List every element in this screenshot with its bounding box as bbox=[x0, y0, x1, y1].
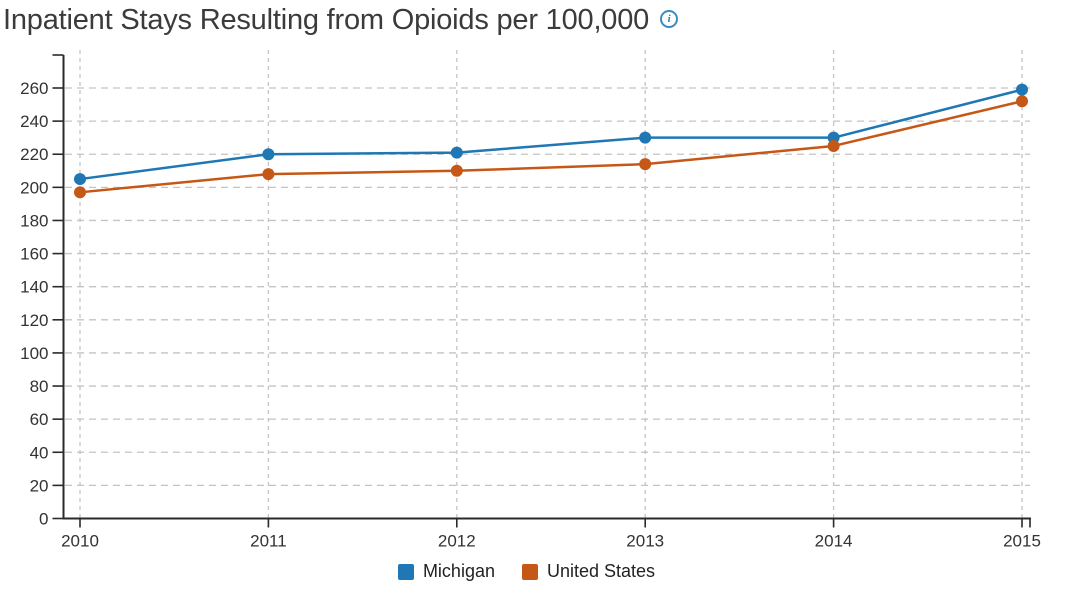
united-states-series-swatch bbox=[521, 563, 538, 580]
y-tick-label: 180 bbox=[20, 211, 48, 230]
y-tick-label: 220 bbox=[20, 145, 48, 164]
y-tick-label: 200 bbox=[20, 178, 48, 197]
y-tick-label: 80 bbox=[30, 377, 49, 396]
y-tick-label: 40 bbox=[30, 443, 49, 462]
chart-legend: Michigan United States bbox=[0, 561, 1065, 582]
data-point-united-states-2010[interactable] bbox=[74, 186, 86, 199]
y-tick-label: 120 bbox=[20, 311, 48, 330]
data-point-michigan-2014[interactable] bbox=[827, 131, 840, 144]
michigan-series-swatch bbox=[397, 563, 414, 580]
data-point-michigan-2013[interactable] bbox=[639, 131, 652, 144]
series-line-united-states bbox=[79, 100, 1023, 194]
data-point-united-states-2015[interactable] bbox=[1016, 95, 1028, 108]
y-tick-label: 20 bbox=[30, 476, 49, 495]
line-chart-canvas: 0 20 40 60 80 100 120 140 160 180 200 220 240 260 2010… bbox=[20, 50, 1041, 551]
x-tick-label: 2014 bbox=[815, 532, 853, 551]
y-tick-label: 140 bbox=[20, 278, 48, 297]
chart-header: Inpatient Stays Resulting from Opioids p… bbox=[3, 2, 679, 38]
y-tick-label: 240 bbox=[20, 112, 48, 131]
data-point-michigan-2011[interactable] bbox=[262, 148, 275, 161]
y-tick-label: 60 bbox=[30, 410, 49, 429]
legend-item-united-states[interactable]: United States bbox=[521, 561, 656, 582]
data-point-united-states-2011[interactable] bbox=[262, 168, 275, 181]
data-point-michigan-2015[interactable] bbox=[1016, 83, 1028, 96]
info-icon[interactable]: i bbox=[660, 10, 679, 28]
y-tick-label: 100 bbox=[20, 344, 48, 363]
x-tick-label: 2013 bbox=[626, 532, 664, 551]
chart-title: Inpatient Stays Resulting from Opioids p… bbox=[3, 4, 650, 36]
x-tick-label: 2010 bbox=[61, 532, 99, 551]
data-point-united-states-2014[interactable] bbox=[827, 139, 840, 152]
legend-label-michigan: Michigan bbox=[422, 561, 495, 581]
data-point-michigan-2010[interactable] bbox=[74, 173, 86, 186]
series-line-michigan bbox=[79, 88, 1023, 181]
data-point-united-states-2013[interactable] bbox=[639, 158, 652, 171]
legend-label-united-states: United States bbox=[546, 561, 656, 581]
x-tick-label: 2011 bbox=[250, 532, 287, 551]
legend-item-michigan[interactable]: Michigan bbox=[397, 561, 495, 582]
data-point-michigan-2012[interactable] bbox=[450, 146, 463, 159]
y-tick-label: 260 bbox=[20, 79, 48, 98]
x-tick-label: 2015 bbox=[1003, 532, 1041, 551]
y-tick-label: 0 bbox=[39, 510, 48, 529]
y-tick-label: 160 bbox=[20, 245, 48, 264]
x-tick-label: 2012 bbox=[438, 532, 476, 551]
data-point-united-states-2012[interactable] bbox=[450, 164, 463, 177]
